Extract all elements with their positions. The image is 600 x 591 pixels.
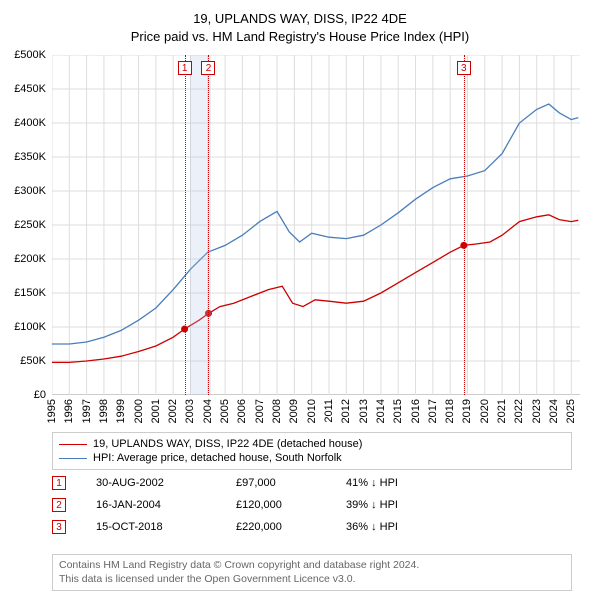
legend-label: 19, UPLANDS WAY, DISS, IP22 4DE (detache… [93, 438, 362, 450]
series-line [52, 104, 578, 344]
x-tick-label: 2001 [150, 399, 162, 423]
x-tick-label: 2006 [236, 399, 248, 423]
title-line-2: Price paid vs. HM Land Registry's House … [0, 28, 600, 46]
sale-price: £120,000 [236, 499, 316, 511]
x-tick-label: 2002 [167, 399, 179, 423]
footnote-line-2: This data is licensed under the Open Gov… [59, 573, 565, 587]
x-tick-label: 2012 [340, 399, 352, 423]
y-tick-label: £500K [14, 49, 46, 61]
x-tick-label: 2011 [323, 399, 335, 423]
sale-vline [208, 55, 209, 395]
sale-row: 1 30-AUG-2002 £97,000 41% ↓ HPI [52, 472, 572, 494]
x-tick-label: 2021 [496, 399, 508, 423]
attribution-footnote: Contains HM Land Registry data © Crown c… [52, 554, 572, 591]
x-tick-label: 2008 [271, 399, 283, 423]
y-tick-label: £200K [14, 253, 46, 265]
sale-date: 15-OCT-2018 [96, 521, 206, 533]
y-tick-label: £350K [14, 151, 46, 163]
sale-marker-icon: 2 [52, 498, 66, 512]
x-tick-label: 1996 [63, 399, 75, 423]
x-tick-label: 2020 [479, 399, 491, 423]
x-tick-label: 2025 [565, 399, 577, 423]
sale-row: 2 16-JAN-2004 £120,000 39% ↓ HPI [52, 494, 572, 516]
x-tick-label: 1997 [81, 399, 93, 423]
sales-table: 1 30-AUG-2002 £97,000 41% ↓ HPI 2 16-JAN-2004… [52, 472, 572, 538]
legend-swatch [59, 444, 87, 445]
x-tick-label: 2004 [202, 399, 214, 423]
chart-wrapper: 19, UPLANDS WAY, DISS, IP22 4DE Price pa… [0, 0, 600, 590]
x-tick-label: 2003 [184, 399, 196, 423]
chart-svg [52, 55, 580, 395]
x-tick-label: 2015 [392, 399, 404, 423]
y-tick-label: £400K [14, 117, 46, 129]
x-tick-label: 2009 [288, 399, 300, 423]
x-tick-label: 1999 [115, 399, 127, 423]
y-tick-label: £250K [14, 219, 46, 231]
legend-item: 19, UPLANDS WAY, DISS, IP22 4DE (detache… [59, 437, 565, 451]
sale-vline [185, 55, 186, 395]
title-line-1: 19, UPLANDS WAY, DISS, IP22 4DE [0, 10, 600, 28]
sale-row: 3 15-OCT-2018 £220,000 36% ↓ HPI [52, 516, 572, 538]
x-tick-label: 2016 [410, 399, 422, 423]
sale-date: 16-JAN-2004 [96, 499, 206, 511]
footnote-line-1: Contains HM Land Registry data © Crown c… [59, 559, 565, 573]
sale-vline [464, 55, 465, 395]
legend-swatch [59, 458, 87, 459]
chart-title: 19, UPLANDS WAY, DISS, IP22 4DE Price pa… [0, 0, 600, 45]
x-tick-label: 2017 [427, 399, 439, 423]
x-tick-label: 2024 [548, 399, 560, 423]
x-tick-label: 2019 [461, 399, 473, 423]
x-tick-label: 2013 [358, 399, 370, 423]
x-tick-label: 2010 [306, 399, 318, 423]
sale-delta: 36% ↓ HPI [346, 521, 398, 533]
legend-item: HPI: Average price, detached house, Sout… [59, 451, 565, 465]
x-tick-label: 2005 [219, 399, 231, 423]
sale-delta: 41% ↓ HPI [346, 477, 398, 489]
x-tick-label: 2022 [513, 399, 525, 423]
sale-marker-label: 1 [178, 61, 192, 75]
x-tick-label: 1995 [46, 399, 58, 423]
plot-area: £0£50K£100K£150K£200K£250K£300K£350K£400… [52, 55, 580, 395]
x-tick-label: 2014 [375, 399, 387, 423]
sale-delta: 39% ↓ HPI [346, 499, 398, 511]
series-line [52, 215, 578, 363]
sale-price: £220,000 [236, 521, 316, 533]
x-tick-label: 2018 [444, 399, 456, 423]
x-tick-label: 2023 [531, 399, 543, 423]
sale-marker-icon: 3 [52, 520, 66, 534]
sale-date: 30-AUG-2002 [96, 477, 206, 489]
y-tick-label: £0 [34, 389, 46, 401]
y-tick-label: £300K [14, 185, 46, 197]
sale-marker-label: 2 [201, 61, 215, 75]
x-tick-label: 2000 [133, 399, 145, 423]
y-tick-label: £50K [20, 355, 46, 367]
legend-label: HPI: Average price, detached house, Sout… [93, 452, 342, 464]
sale-marker-icon: 1 [52, 476, 66, 490]
sale-marker-label: 3 [457, 61, 471, 75]
y-tick-label: £450K [14, 83, 46, 95]
x-tick-label: 2007 [254, 399, 266, 423]
x-tick-label: 1998 [98, 399, 110, 423]
y-tick-label: £100K [14, 321, 46, 333]
sale-price: £97,000 [236, 477, 316, 489]
legend: 19, UPLANDS WAY, DISS, IP22 4DE (detache… [52, 432, 572, 470]
y-tick-label: £150K [14, 287, 46, 299]
